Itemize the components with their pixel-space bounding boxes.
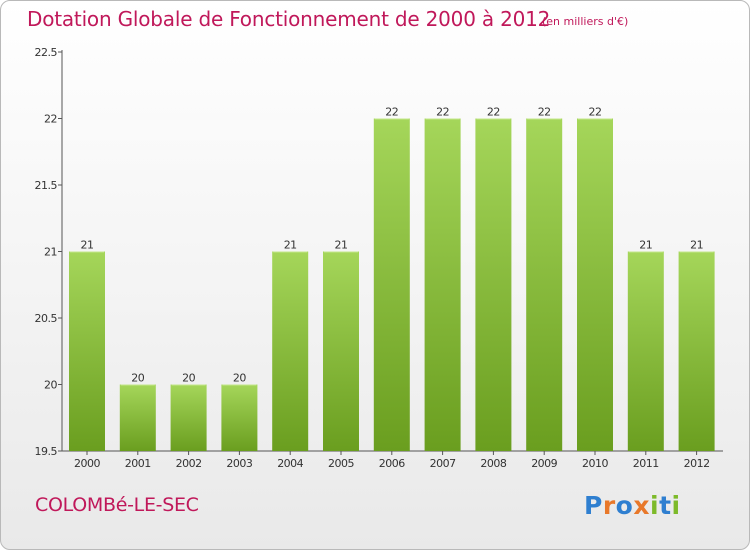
y-tick-label: 19.5: [35, 445, 58, 458]
data-label: 21: [335, 239, 348, 252]
logo-letter: P: [584, 491, 603, 520]
data-label: 22: [436, 106, 449, 119]
logo-letter: t: [659, 491, 672, 520]
logo-letter: x: [633, 491, 650, 520]
y-tick-label: 20.5: [35, 312, 58, 325]
x-tick-label: 2004: [277, 457, 303, 470]
bar: [221, 384, 258, 451]
data-label: 21: [284, 239, 297, 252]
bar: [170, 384, 207, 451]
chart-title: Dotation Globale de Fonctionnement de 20…: [27, 7, 551, 31]
x-tick-label: 2003: [226, 457, 252, 470]
bar: [272, 251, 309, 451]
x-tick-label: 2005: [328, 457, 354, 470]
y-tick-label: 22: [44, 113, 57, 126]
x-tick-label: 2001: [125, 457, 151, 470]
bar: [373, 118, 410, 451]
logo-letter: i: [650, 491, 660, 520]
data-label: 22: [589, 106, 602, 119]
y-tick-label: 20: [44, 379, 57, 392]
data-label: 20: [131, 372, 144, 385]
bar: [678, 251, 715, 451]
bar: [577, 118, 613, 451]
x-tick-label: 2012: [684, 457, 710, 470]
x-tick-label: 2000: [74, 457, 100, 470]
data-label: 21: [81, 239, 94, 252]
bar: [119, 384, 156, 451]
logo-letter: o: [615, 491, 634, 520]
data-label: 20: [182, 372, 195, 385]
data-label: 22: [487, 106, 500, 119]
y-tick-label: 21.5: [35, 179, 58, 192]
data-label: 20: [233, 372, 246, 385]
bar: [526, 118, 563, 451]
unit-note: (en milliers d'€): [542, 15, 629, 28]
x-tick-label: 2002: [176, 457, 202, 470]
bar: [475, 118, 512, 451]
y-tick-label: 21: [44, 246, 57, 259]
bar: [424, 118, 461, 451]
bar: [627, 251, 664, 451]
x-tick-label: 2010: [582, 457, 608, 470]
x-tick-label: 2009: [531, 457, 557, 470]
logo-letter: i: [671, 491, 681, 520]
data-label: 21: [690, 239, 703, 252]
proxiti-logo[interactable]: Proxiti: [584, 491, 681, 520]
logo-letter: r: [602, 491, 616, 520]
commune-name: COLOMBé-LE-SEC: [35, 494, 199, 516]
x-tick-label: 2008: [480, 457, 506, 470]
x-tick-label: 2007: [430, 457, 456, 470]
x-tick-label: 2006: [379, 457, 405, 470]
data-label: 21: [639, 239, 652, 252]
x-tick-label: 2011: [633, 457, 659, 470]
bar: [69, 251, 105, 451]
data-label: 22: [385, 106, 398, 119]
y-tick-label: 22.5: [35, 46, 58, 59]
data-label: 22: [538, 106, 551, 119]
bar: [323, 251, 359, 451]
